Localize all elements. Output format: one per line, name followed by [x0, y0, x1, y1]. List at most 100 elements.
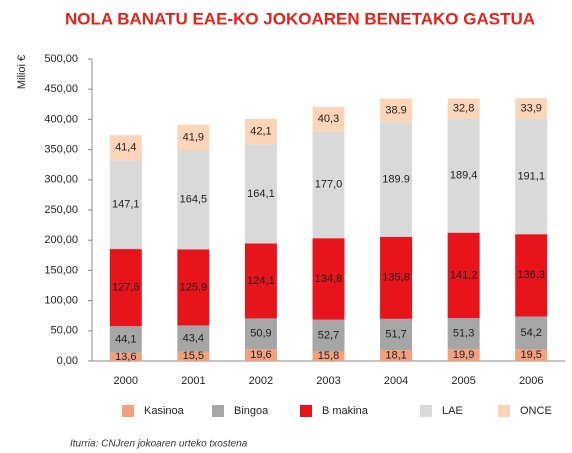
data-label: 19,5	[521, 349, 542, 361]
bar-segment	[109, 160, 142, 250]
data-label: 42,1	[250, 126, 271, 138]
legend-label: ONCE	[520, 405, 552, 417]
bar-segment	[380, 236, 413, 319]
data-label: 44,1	[115, 333, 136, 345]
data-label: 50,9	[250, 328, 271, 340]
bar-segment	[447, 98, 480, 119]
bar-segment	[109, 352, 142, 361]
data-label: 54,2	[521, 327, 542, 339]
bar-segment	[380, 318, 413, 351]
y-tick-label: 200,00	[44, 234, 78, 246]
bar-segment	[515, 234, 548, 317]
y-tick-label: 300,00	[44, 174, 78, 186]
y-tick-label: 250,00	[44, 204, 78, 216]
legend-label: B makina	[322, 405, 369, 417]
bar-segment	[447, 348, 480, 361]
data-label: 177,0	[315, 179, 343, 191]
data-label: 32,8	[453, 102, 474, 114]
data-label: 19,9	[453, 349, 474, 361]
bar-segment	[515, 349, 548, 361]
data-label: 134,8	[315, 273, 343, 285]
bar-segment	[312, 106, 345, 132]
bar-segment	[109, 326, 142, 353]
bar-segment	[380, 122, 413, 237]
data-label: 15,8	[318, 350, 339, 362]
data-label: 41,4	[115, 142, 136, 154]
chart-title: NOLA BANATU EAE-KO JOKOAREN BENETAKO GAS…	[65, 9, 535, 28]
data-label: 51,3	[453, 327, 474, 339]
bar-segment	[177, 325, 210, 352]
bar-segment	[312, 351, 345, 361]
legend-swatch	[212, 405, 224, 417]
data-label: 189.9	[382, 173, 410, 185]
legend-label: Kasinoa	[144, 405, 185, 417]
bar-segment	[177, 351, 210, 361]
data-label: 41,9	[183, 131, 204, 143]
bar-segment	[177, 150, 210, 250]
bar-segment	[109, 135, 142, 161]
bar-segment	[244, 118, 277, 145]
legend-swatch	[420, 405, 432, 417]
bar-segment	[380, 98, 413, 123]
bar-segment	[447, 232, 480, 318]
data-label: 18,1	[385, 349, 406, 361]
bar-segment	[312, 238, 345, 320]
x-tick-label: 2002	[249, 375, 273, 387]
data-label: 51,7	[385, 328, 406, 340]
x-tick-label: 2001	[181, 375, 205, 387]
legend-label: Bingoa	[234, 405, 269, 417]
data-label: 136,3	[517, 269, 545, 281]
data-label: 135,8	[382, 272, 410, 284]
bar-segment	[244, 243, 277, 319]
data-label: 191,1	[517, 170, 545, 182]
bar-segment	[447, 317, 480, 349]
x-tick-label: 2000	[114, 375, 138, 387]
legend-label: LAE	[442, 405, 463, 417]
bar-segment	[515, 316, 548, 350]
bar-segment	[312, 319, 345, 352]
data-label: 40,3	[318, 113, 339, 125]
data-label: 15,5	[183, 350, 204, 362]
data-label: 33,9	[521, 102, 542, 114]
bar-segment	[515, 118, 548, 235]
legend-swatch	[498, 405, 510, 417]
y-tick-label: 450,00	[44, 83, 78, 95]
x-tick-label: 2006	[519, 375, 543, 387]
bar-segment	[380, 350, 413, 361]
bar-segment	[244, 349, 277, 361]
x-tick-label: 2003	[316, 375, 340, 387]
bar-segment	[515, 98, 548, 119]
legend-swatch	[122, 405, 134, 417]
source: Iturria: CNJren jokoaren urteko txostena	[70, 439, 248, 450]
data-label: 164,5	[180, 194, 208, 206]
y-tick-label: 150,00	[44, 264, 78, 276]
data-label: 125,9	[180, 281, 208, 293]
bar-segment	[312, 131, 345, 239]
data-label: 124,1	[247, 275, 275, 287]
data-label: 127,6	[112, 282, 140, 294]
data-label: 52,7	[318, 329, 339, 341]
bar-segment	[447, 118, 480, 233]
bar-segment	[177, 249, 210, 326]
data-label: 43,4	[183, 332, 204, 344]
data-label: 141,2	[450, 269, 478, 281]
data-label: 13,6	[115, 351, 136, 363]
data-label: 147,1	[112, 199, 140, 211]
data-label: 164,1	[247, 188, 275, 200]
y-tick-label: 0,00	[57, 355, 78, 367]
y-tick-label: 500,00	[44, 53, 78, 65]
x-tick-label: 2004	[384, 375, 408, 387]
data-label: 19,6	[250, 349, 271, 361]
data-label: 38.9	[385, 104, 406, 116]
x-tick-label: 2005	[451, 375, 475, 387]
data-label: 189,4	[450, 169, 478, 181]
y-tick-label: 400,00	[44, 113, 78, 125]
bar-segment	[244, 318, 277, 350]
bar-segment	[177, 124, 210, 151]
bar-segment	[244, 144, 277, 244]
y-tick-label: 100,00	[44, 295, 78, 307]
y-tick-label: 350,00	[44, 144, 78, 156]
y-tick-label: 50,00	[50, 325, 78, 337]
legend-swatch	[300, 405, 312, 417]
